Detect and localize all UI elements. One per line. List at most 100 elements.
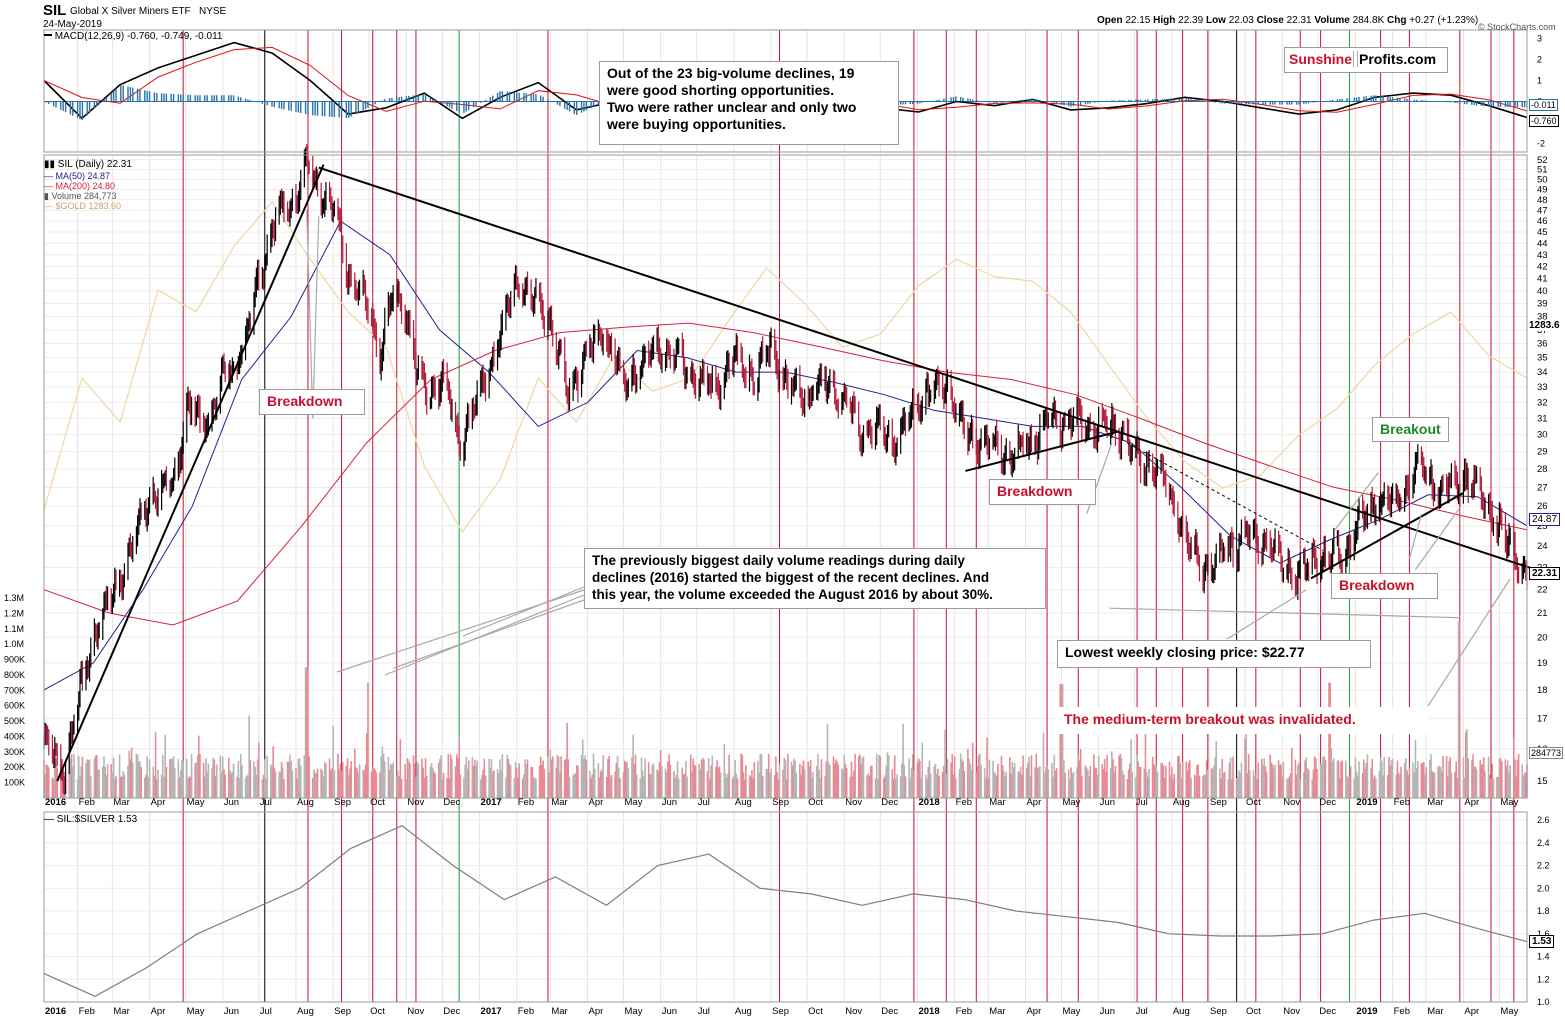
volume-bar xyxy=(837,764,840,798)
x-tick-label: Jul xyxy=(698,797,710,808)
volume-bar xyxy=(583,759,585,798)
macd-histogram-bar xyxy=(103,99,105,102)
volume-bar xyxy=(1047,769,1050,798)
volume-bar xyxy=(751,770,753,798)
macd-histogram-bar xyxy=(559,101,561,107)
volume-bar xyxy=(1316,768,1318,798)
volume-bar xyxy=(47,767,50,798)
macd-histogram-bar xyxy=(333,101,336,118)
macd-histogram-bar xyxy=(1399,97,1401,102)
macd-histogram-bar xyxy=(172,94,175,102)
macd-histogram-bar xyxy=(1480,101,1483,106)
macd-histogram-bar xyxy=(314,101,316,116)
volume-bar xyxy=(112,757,115,798)
volume-bar xyxy=(1187,762,1190,798)
volume-bar xyxy=(389,763,392,798)
price-tick-label: 47 xyxy=(1537,205,1548,216)
volume-bar xyxy=(703,759,705,798)
volume-bar xyxy=(1161,762,1164,798)
volume-bar xyxy=(1491,763,1494,798)
volume-bar xyxy=(1203,774,1206,798)
volume-bar xyxy=(1177,756,1179,798)
volume-bar xyxy=(875,753,878,798)
volume-bar xyxy=(1303,772,1305,798)
volume-bar xyxy=(1072,771,1075,798)
volume-bar xyxy=(1011,761,1014,798)
macd-histogram-bar xyxy=(1067,101,1070,107)
volume-bar xyxy=(1381,760,1383,798)
volume-bar xyxy=(1035,753,1038,798)
macd-histogram-bar xyxy=(79,101,81,120)
macd-histogram-bar xyxy=(256,101,259,103)
volume-bar xyxy=(131,762,134,798)
x-tick-label: Sep xyxy=(334,1006,351,1017)
x-tick-label: Mar xyxy=(551,1006,567,1017)
macd-histogram-bar xyxy=(1180,98,1183,102)
volume-bar xyxy=(370,771,373,798)
x-tick-label: Apr xyxy=(1026,797,1041,808)
volume-bar xyxy=(103,756,105,798)
volume-bar xyxy=(622,772,625,798)
volume-bar xyxy=(887,755,890,798)
x-tick-label: Apr xyxy=(151,1006,166,1017)
volume-bar xyxy=(87,760,90,798)
volume-bar xyxy=(1169,775,1172,798)
volume-bar xyxy=(1045,767,1047,798)
x-tick-label: May xyxy=(187,797,205,808)
macd-tick-label: 1 xyxy=(1537,75,1542,85)
price-tick-label: 34 xyxy=(1537,367,1548,378)
volume-bar xyxy=(1441,771,1443,798)
volume-bar xyxy=(1273,768,1275,798)
volume-bar xyxy=(157,769,159,798)
x-tick-label: Oct xyxy=(370,1006,385,1017)
pointer-breakdown-2016 xyxy=(306,210,314,419)
volume-bar xyxy=(731,778,734,798)
volume-legend: ▮ Volume 284,773 xyxy=(44,191,117,201)
volume-bar xyxy=(598,777,601,798)
volume-bar xyxy=(859,754,861,798)
panel-frames xyxy=(43,29,1528,1003)
x-tick-label: Nov xyxy=(1283,797,1300,808)
macd-histogram-bar xyxy=(422,94,424,102)
macd-tick-label: 3 xyxy=(1537,33,1542,43)
volume-bar xyxy=(1004,776,1006,798)
volume-bar xyxy=(591,774,594,798)
volume-bar xyxy=(818,769,820,798)
volume-bar xyxy=(457,757,459,798)
volume-bar xyxy=(777,779,780,798)
volume-bar xyxy=(675,774,678,798)
volume-bar xyxy=(916,762,919,798)
volume-bar xyxy=(610,774,613,798)
macd-histogram-bar xyxy=(451,101,453,109)
volume-bar xyxy=(794,760,796,798)
macd-histogram-bar xyxy=(532,93,535,102)
volume-bar xyxy=(1313,756,1316,798)
x-tick-label: Apr xyxy=(1464,797,1479,808)
volume-bar xyxy=(825,761,828,798)
macd-histogram-bar xyxy=(230,95,232,102)
x-tick-label: Apr xyxy=(1026,1006,1041,1017)
macd-histogram-bar xyxy=(398,96,400,102)
volume-bar xyxy=(493,770,495,798)
price-tick-label: 40 xyxy=(1537,286,1548,297)
volume-bar xyxy=(1228,763,1231,798)
volume-bar xyxy=(1379,757,1382,798)
macd-histogram-bar xyxy=(919,101,921,104)
volume-bar xyxy=(633,763,636,798)
volume-bar xyxy=(811,777,813,798)
volume-bar xyxy=(296,778,298,798)
macd-histogram-bar xyxy=(1264,101,1267,105)
volume-bar xyxy=(1456,777,1459,798)
volume-bar xyxy=(1448,760,1450,798)
macd-histogram-bar xyxy=(484,100,487,102)
volume-bar xyxy=(1017,771,1020,798)
volume-bar xyxy=(409,763,411,798)
volume-bar xyxy=(1121,770,1124,798)
volume-bar xyxy=(1312,769,1315,798)
volume-bar xyxy=(817,753,819,798)
volume-bar xyxy=(778,763,781,798)
volume-bar xyxy=(1289,772,1292,798)
volume-bar xyxy=(1244,738,1246,798)
volume-bar xyxy=(1129,763,1131,798)
macd-histogram-bar xyxy=(938,99,940,102)
